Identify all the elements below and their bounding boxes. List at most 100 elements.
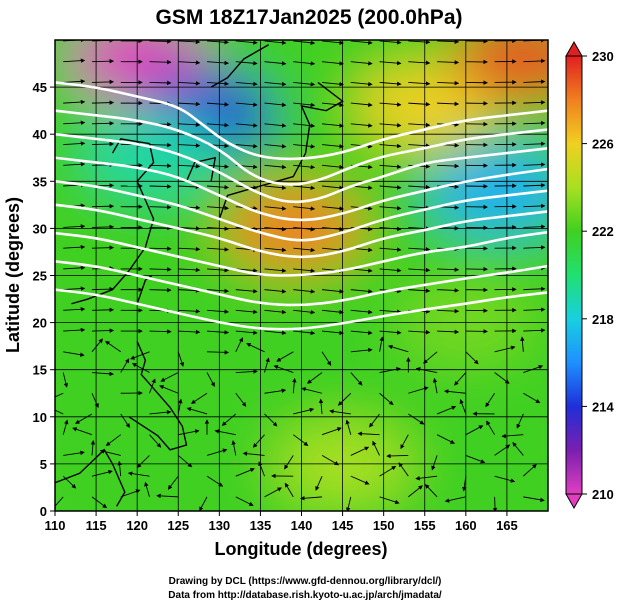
wind-arrow — [231, 440, 237, 456]
wind-arrow — [55, 409, 64, 415]
wind-arrow — [178, 288, 201, 293]
wind-arrow — [301, 387, 323, 394]
wind-arrow — [235, 123, 258, 128]
wind-streamlines — [55, 40, 546, 511]
wind-arrow — [293, 407, 315, 415]
y-tick-label: 40 — [33, 127, 47, 142]
wind-arrow — [329, 409, 351, 415]
wind-arrow — [206, 309, 230, 314]
x-tick-label: 145 — [332, 518, 354, 533]
wind-arrow — [120, 413, 130, 428]
wind-arrow — [105, 340, 121, 353]
x-tick-label: 150 — [373, 518, 395, 533]
wind-arrow — [350, 372, 363, 386]
wind-arrow — [284, 455, 294, 470]
wind-arrow — [264, 247, 287, 253]
wind-arrow — [63, 307, 86, 312]
wind-arrow — [523, 141, 546, 147]
wind-arrow — [206, 164, 230, 169]
wind-arrow — [379, 102, 402, 107]
wind-arrow — [149, 409, 172, 415]
wind-arrow — [293, 289, 316, 294]
wind-arrow — [178, 329, 201, 335]
wind-arrow — [235, 369, 258, 374]
wind-arrow — [235, 392, 247, 407]
wind-arrow — [372, 440, 380, 456]
wind-arrow — [408, 184, 431, 190]
wind-arrow — [91, 496, 108, 509]
colorbar-ticks: 210 214 218 222 226 230 — [582, 49, 614, 502]
wind-arrow — [523, 365, 544, 373]
wind-arrow — [160, 372, 179, 382]
wind-arrow — [72, 427, 93, 436]
wind-arrow — [149, 80, 172, 86]
wind-arrow — [130, 351, 150, 360]
wind-arrow — [436, 405, 457, 415]
wind-arrow — [90, 440, 96, 456]
wind-arrow — [437, 267, 460, 272]
y-tick-label: 35 — [33, 174, 47, 189]
wind-arrow — [74, 413, 93, 424]
wind-arrow — [321, 123, 344, 128]
wind-arrow — [350, 102, 373, 108]
wind-arrow — [321, 102, 344, 108]
wind-arrow — [105, 434, 122, 446]
wind-arrow — [63, 79, 86, 84]
wind-arrow — [321, 61, 344, 66]
wind-arrow — [321, 144, 344, 149]
wind-arrow — [99, 449, 121, 456]
wind-arrow — [379, 336, 384, 352]
height-contours — [55, 81, 548, 331]
wind-arrow — [235, 143, 258, 149]
colorbar-tick-label: 230 — [592, 49, 614, 64]
wind-arrow — [459, 399, 467, 415]
chart-title: GSM 18Z17Jan2025 (200.0hPa) — [155, 6, 462, 29]
wind-arrow — [408, 247, 431, 252]
x-axis-label: Longitude (degrees) — [214, 539, 387, 559]
wind-arrow — [235, 330, 258, 335]
wind-arrow — [235, 81, 258, 87]
wind-arrow — [321, 427, 342, 436]
wind-arrow — [206, 185, 230, 190]
wind-arrow — [432, 377, 438, 394]
wind-arrow — [408, 329, 431, 335]
wind-arrow — [63, 265, 86, 271]
wind-arrow — [214, 429, 236, 436]
wind-arrow — [177, 351, 185, 367]
credit-line-1: Drawing by DCL (https://www.gfd-dennou.o… — [169, 576, 442, 587]
wind-arrow — [206, 267, 230, 273]
wind-arrow — [206, 40, 230, 45]
wind-arrow — [321, 309, 344, 315]
wind-arrow — [206, 102, 230, 107]
wind-arrow — [91, 393, 99, 408]
wind-arrow — [264, 309, 287, 315]
wind-arrow — [55, 496, 64, 510]
wind-arrow — [235, 60, 258, 66]
wind-arrow — [321, 289, 344, 294]
wind-arrow — [206, 350, 230, 355]
wind-arrow — [178, 429, 200, 436]
wind-arrow — [186, 407, 208, 415]
wind-arrow — [431, 455, 438, 471]
wind-arrow — [235, 268, 258, 273]
wind-arrow — [408, 205, 431, 211]
wind-arrow — [408, 40, 431, 45]
wind-arrow — [293, 164, 316, 170]
wind-arrow — [177, 398, 183, 415]
wind-arrow — [178, 309, 201, 314]
wind-arrow — [501, 433, 524, 439]
wind-arrow — [350, 289, 373, 294]
wind-arrow — [293, 434, 309, 446]
wind-arrow — [437, 308, 460, 314]
contour-line — [55, 156, 548, 222]
wind-arrow — [443, 389, 466, 394]
y-tick-label: 45 — [33, 80, 47, 95]
wind-arrow — [167, 475, 179, 490]
wind-arrow — [91, 121, 115, 126]
wind-arrow — [117, 460, 122, 477]
wind-arrow — [485, 393, 495, 408]
wind-arrow — [293, 268, 316, 273]
wind-arrow — [321, 164, 344, 170]
wind-arrow — [264, 144, 287, 149]
colorbar-max-arrow — [565, 40, 583, 57]
